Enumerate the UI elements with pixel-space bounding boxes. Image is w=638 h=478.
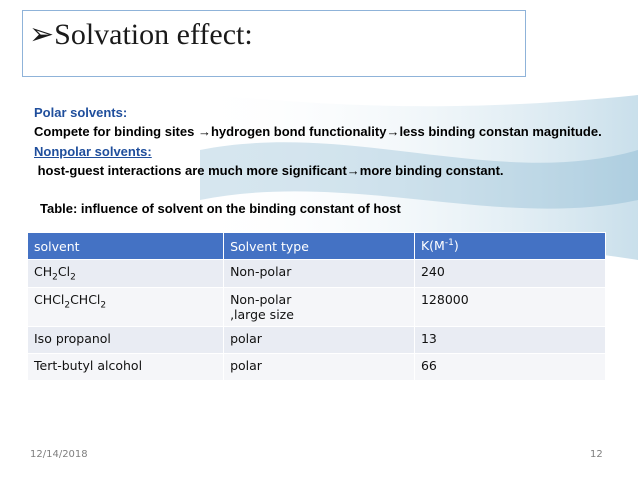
heading: Polar solvents: bbox=[34, 105, 128, 120]
table-cell: 128000 bbox=[413, 286, 607, 327]
table-row: Tert-butyl alcohol polar 66 bbox=[26, 352, 607, 381]
table-cell: Tert-butyl alcohol bbox=[26, 352, 225, 381]
header-row: solvent Solvent type K(M-1) bbox=[26, 232, 607, 260]
table-cell: Non-polar ,large size bbox=[223, 286, 415, 327]
text-run: 2 bbox=[64, 300, 71, 310]
table-cell: 66 bbox=[413, 352, 607, 381]
text-run: 2 bbox=[70, 272, 76, 283]
table-row: CH2Cl2 Non-polar 240 bbox=[26, 259, 607, 288]
table-row: CHCl2CHCl2 Non-polar ,large size 128000 bbox=[26, 286, 607, 327]
table-cell: polar bbox=[223, 325, 415, 354]
caption: Table: influence of solvent on the bindi… bbox=[40, 201, 401, 216]
table-cell: Non-polar bbox=[223, 259, 415, 288]
title-box: ➢Solvation effect: bbox=[22, 10, 526, 77]
text-run: -1 bbox=[444, 238, 454, 249]
text-run: Cl bbox=[57, 264, 71, 279]
title: ➢Solvation effect: bbox=[29, 18, 253, 51]
table-cell: 240 bbox=[413, 259, 607, 288]
text-run: K(M bbox=[420, 238, 445, 254]
text-run: ) bbox=[453, 238, 459, 254]
text-run: 2 bbox=[100, 300, 107, 310]
table-cell: polar bbox=[223, 352, 415, 381]
table: solvent Solvent type K(M-1) CH2Cl2 Non-pola… bbox=[26, 232, 607, 381]
heading: Nonpolar solvents: bbox=[34, 144, 152, 159]
text-line: host-guest interactions are much more si… bbox=[34, 163, 504, 178]
date: 12/14/2018 bbox=[30, 449, 88, 460]
header-cell: K(M-1) bbox=[413, 232, 607, 260]
table-cell: CHCl2CHCl2 bbox=[26, 286, 225, 327]
page-number: 12 bbox=[590, 449, 603, 460]
header-cell: solvent bbox=[26, 232, 225, 260]
text-run: 2 bbox=[52, 272, 58, 283]
text-run: CHCl bbox=[34, 291, 65, 307]
text-run: CHCl bbox=[70, 291, 101, 307]
table-cell: Iso propanol bbox=[26, 325, 225, 354]
table-row: Iso propanol polar 13 bbox=[26, 325, 607, 354]
table-cell: 13 bbox=[413, 325, 607, 354]
text-line: Compete for binding sites →hydrogen bond… bbox=[34, 124, 602, 139]
table-cell: CH2Cl2 bbox=[26, 259, 225, 288]
header-cell: Solvent type bbox=[223, 232, 415, 260]
text-run: CH bbox=[34, 264, 53, 279]
cell-line: ,large size bbox=[230, 306, 294, 322]
cell-line: Non-polar bbox=[230, 291, 292, 307]
